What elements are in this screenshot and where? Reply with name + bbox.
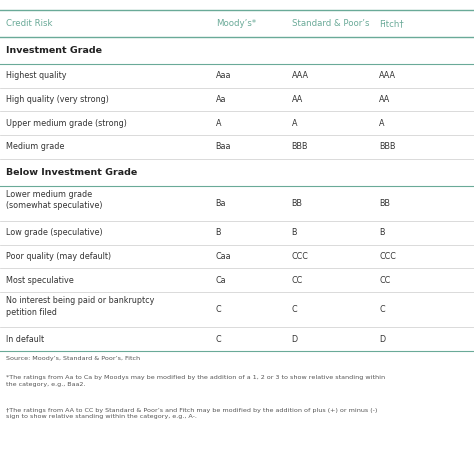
Text: Upper medium grade (strong): Upper medium grade (strong) — [6, 119, 127, 128]
Text: Low grade (speculative): Low grade (speculative) — [6, 228, 102, 237]
Text: AAA: AAA — [379, 72, 396, 81]
Text: In default: In default — [6, 335, 44, 344]
Text: CCC: CCC — [379, 252, 396, 261]
Text: BBB: BBB — [292, 142, 308, 151]
Text: C: C — [216, 335, 221, 344]
Text: BB: BB — [379, 199, 390, 208]
Text: No interest being paid or bankruptcy
petition filed: No interest being paid or bankruptcy pet… — [6, 296, 154, 317]
Text: Moody’s*: Moody’s* — [216, 19, 256, 28]
Text: BB: BB — [292, 199, 302, 208]
Text: D: D — [292, 335, 298, 344]
Text: Baa: Baa — [216, 142, 231, 151]
Text: Aaa: Aaa — [216, 72, 231, 81]
Text: B: B — [292, 228, 297, 237]
Text: CC: CC — [292, 275, 303, 284]
Text: C: C — [216, 305, 221, 314]
Text: B: B — [379, 228, 385, 237]
Text: Highest quality: Highest quality — [6, 72, 66, 81]
Text: Aa: Aa — [216, 95, 226, 104]
Text: High quality (very strong): High quality (very strong) — [6, 95, 109, 104]
Text: CCC: CCC — [292, 252, 309, 261]
Text: C: C — [379, 305, 385, 314]
Text: Credit Risk: Credit Risk — [6, 19, 52, 28]
Text: Most speculative: Most speculative — [6, 275, 73, 284]
Text: Fitch†: Fitch† — [379, 19, 404, 28]
Text: A: A — [216, 119, 221, 128]
Text: Standard & Poor’s: Standard & Poor’s — [292, 19, 369, 28]
Text: Source: Moody’s, Standard & Poor’s, Fitch: Source: Moody’s, Standard & Poor’s, Fitc… — [6, 356, 140, 361]
Text: C: C — [292, 305, 297, 314]
Text: Ba: Ba — [216, 199, 226, 208]
Text: Below Investment Grade: Below Investment Grade — [6, 167, 137, 176]
Text: A: A — [379, 119, 385, 128]
Text: Medium grade: Medium grade — [6, 142, 64, 151]
Text: BBB: BBB — [379, 142, 396, 151]
Text: CC: CC — [379, 275, 391, 284]
Text: AA: AA — [379, 95, 391, 104]
Text: *The ratings from Aa to Ca by Moodys may be modified by the addition of a 1, 2 o: *The ratings from Aa to Ca by Moodys may… — [6, 375, 385, 387]
Text: AA: AA — [292, 95, 303, 104]
Text: †The ratings from AA to CC by Standard & Poor’s and Fitch may be modified by the: †The ratings from AA to CC by Standard &… — [6, 408, 377, 419]
Text: Poor quality (may default): Poor quality (may default) — [6, 252, 111, 261]
Text: AAA: AAA — [292, 72, 309, 81]
Text: Lower medium grade
(somewhat speculative): Lower medium grade (somewhat speculative… — [6, 189, 102, 210]
Text: Ca: Ca — [216, 275, 226, 284]
Text: D: D — [379, 335, 385, 344]
Text: Caa: Caa — [216, 252, 231, 261]
Text: B: B — [216, 228, 221, 237]
Text: A: A — [292, 119, 297, 128]
Text: Investment Grade: Investment Grade — [6, 46, 102, 55]
